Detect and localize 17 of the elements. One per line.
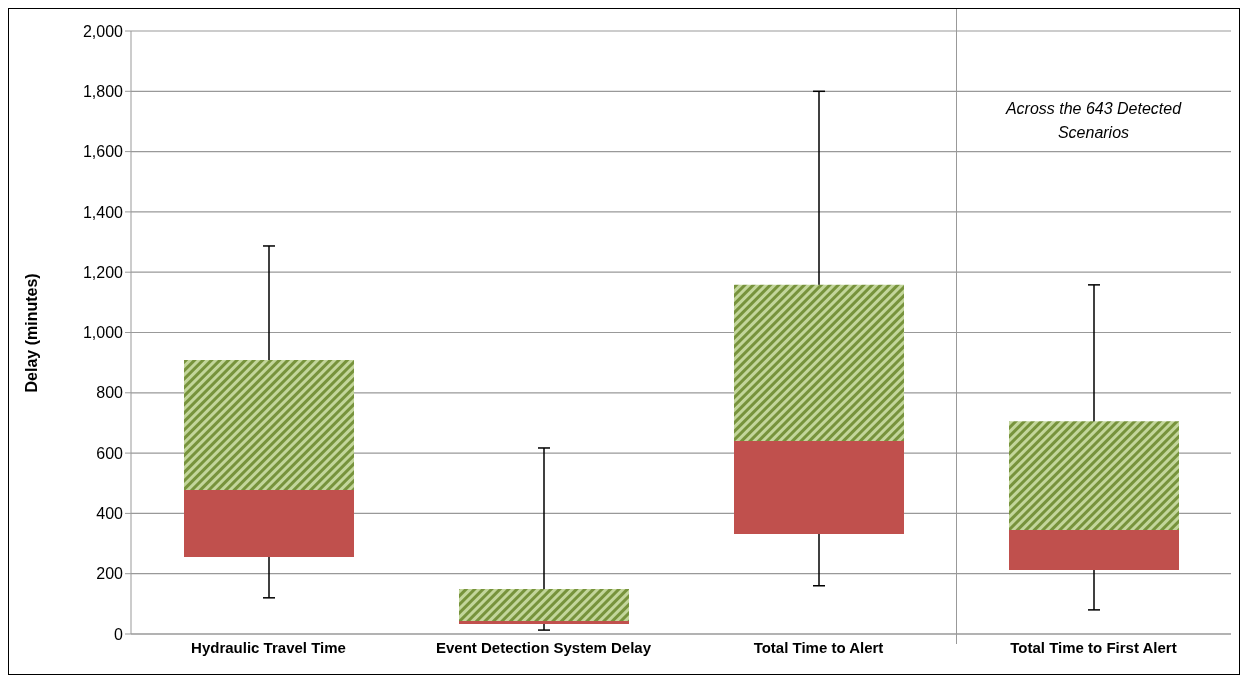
x-tick-label: Total Time to First Alert bbox=[1010, 638, 1177, 656]
y-tick-label: 2,000 bbox=[82, 22, 124, 40]
y-tick-label: 200 bbox=[96, 565, 124, 583]
y-tick-label: 1,200 bbox=[82, 263, 124, 281]
y-tick-label: 0 bbox=[114, 625, 124, 643]
y-tick-label: 400 bbox=[96, 505, 124, 523]
y-tick-label: 1,600 bbox=[82, 143, 124, 161]
x-tick-label: Total Time to Alert bbox=[753, 638, 884, 656]
y-tick-label: 1,000 bbox=[82, 324, 124, 342]
y-tick-label: 600 bbox=[96, 444, 124, 462]
y-tick-label: 800 bbox=[96, 384, 124, 402]
y-tick-label: 1,400 bbox=[82, 203, 124, 221]
y-axis-title: Delay (minutes) bbox=[22, 273, 40, 393]
y-tick-label: 1,800 bbox=[82, 82, 124, 100]
annotation: Across the 643 Detected Scenarios bbox=[1004, 99, 1183, 143]
x-tick-label: Event Detection System Delay bbox=[435, 638, 652, 656]
x-tick-label: Hydraulic Travel Time bbox=[191, 638, 346, 656]
